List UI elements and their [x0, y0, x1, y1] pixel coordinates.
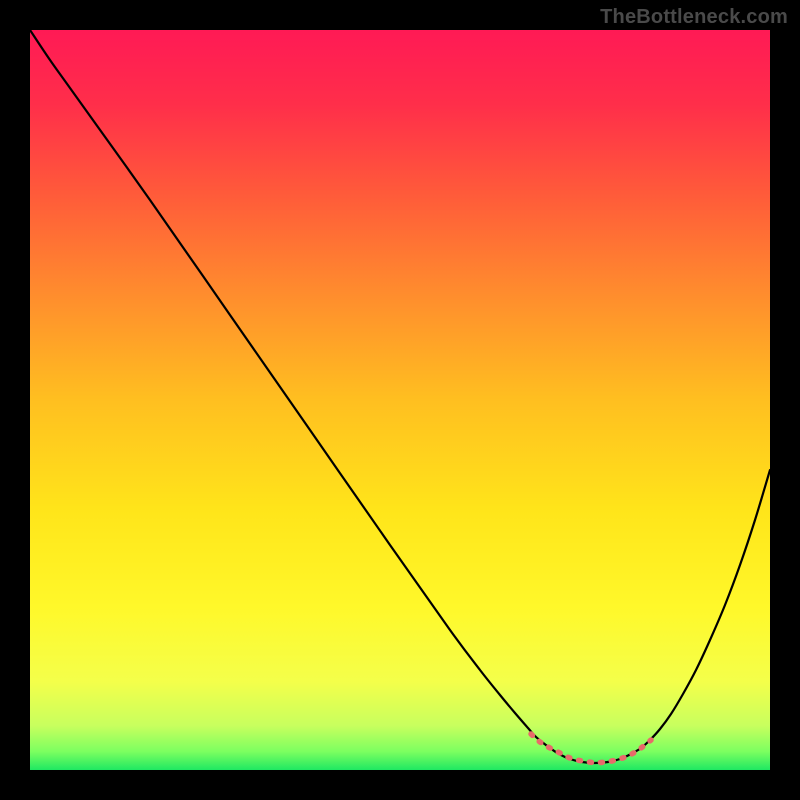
- chart-frame: TheBottleneck.com: [0, 0, 800, 800]
- accent-curve: [531, 734, 651, 763]
- watermark-text: TheBottleneck.com: [600, 6, 788, 29]
- plot-area: [30, 30, 770, 770]
- curve-layer: [30, 30, 770, 770]
- main-curve: [30, 30, 770, 763]
